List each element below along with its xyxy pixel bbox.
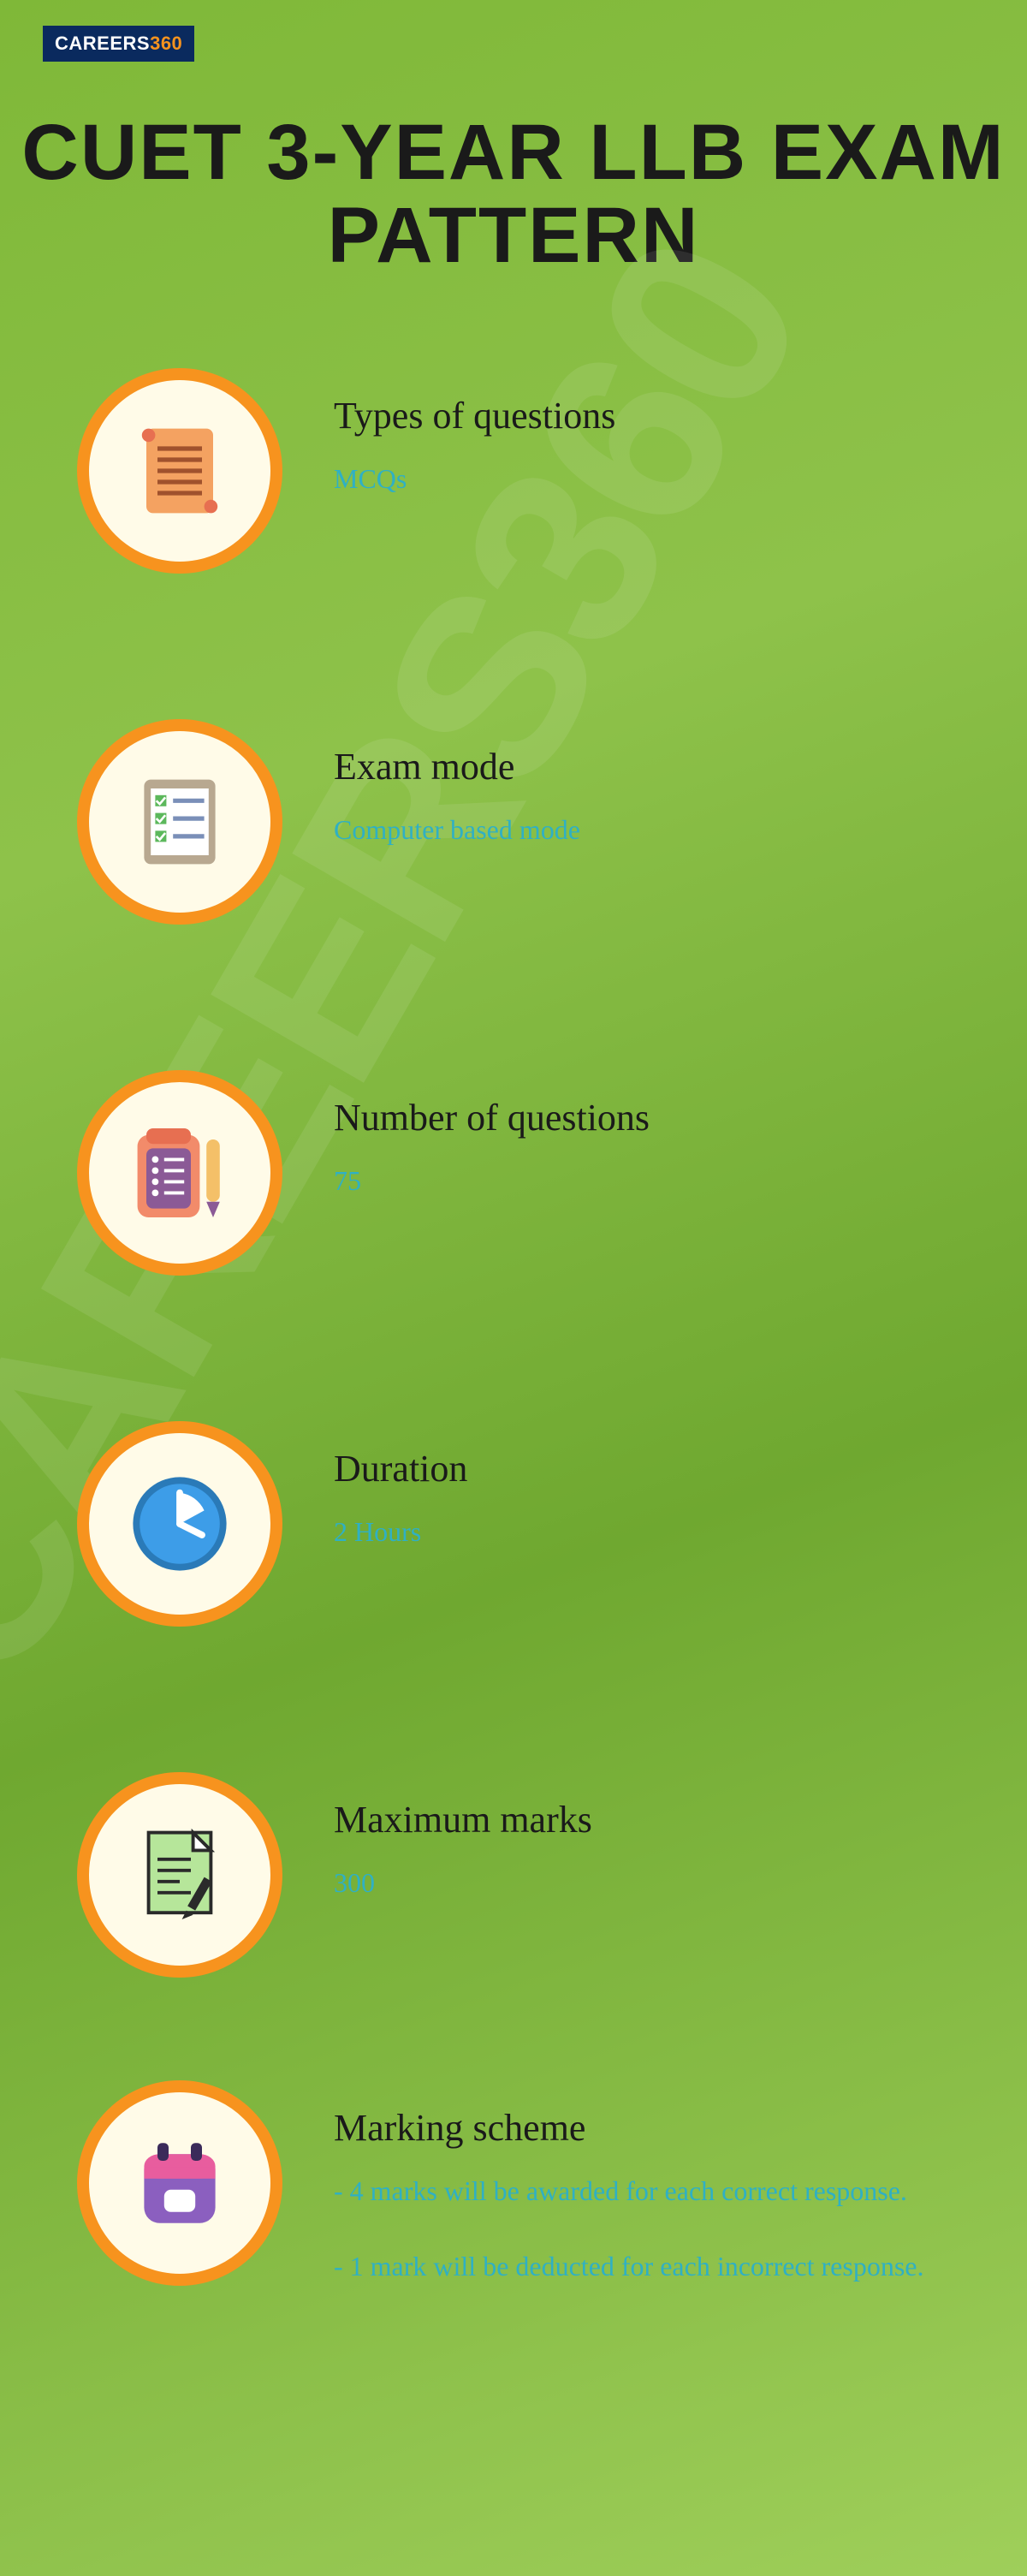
icon-circle [77,2080,282,2286]
logo-suffix: 360 [150,33,182,54]
icon-circle [77,1421,282,1627]
icon-circle [77,368,282,574]
info-item: Exam mode Computer based mode [77,719,950,925]
info-item: Types of questions MCQs [77,368,950,574]
checklist-icon [124,766,235,878]
info-items: Types of questions MCQs Exam mode Comput… [77,368,950,2436]
page-title: CUET 3-YEAR LLB EXAM PATTERN [0,111,1027,277]
item-value: - 4 marks will be awarded for each corre… [334,2167,950,2291]
info-item: Number of questions 75 [77,1070,950,1276]
document-icon [124,1819,235,1931]
info-item: Duration 2 Hours [77,1421,950,1627]
brand-logo: CAREERS360 [43,26,194,62]
icon-circle [77,1070,282,1276]
item-title: Maximum marks [334,1798,950,1841]
item-title: Marking scheme [334,2106,950,2150]
scroll-icon [124,415,235,527]
item-title: Number of questions [334,1096,950,1139]
logo-text: CAREERS [55,33,150,54]
item-title: Types of questions [334,394,950,437]
item-value-line1: - 4 marks will be awarded for each corre… [334,2175,907,2206]
info-item: Maximum marks 300 [77,1772,950,1978]
info-item: Marking scheme - 4 marks will be awarded… [77,2080,950,2291]
item-value: Computer based mode [334,806,950,855]
item-value: MCQs [334,455,950,504]
item-value: 2 Hours [334,1508,950,1557]
clipboard-icon [124,1117,235,1229]
item-value: 75 [334,1157,950,1206]
item-title: Exam mode [334,745,950,788]
icon-circle [77,719,282,925]
clock-icon [124,1468,235,1580]
item-value: 300 [334,1859,950,1908]
item-value-line2: - 1 mark will be deducted for each incor… [334,2242,950,2292]
icon-circle [77,1772,282,1978]
calendar-icon [124,2127,235,2239]
item-title: Duration [334,1447,950,1490]
